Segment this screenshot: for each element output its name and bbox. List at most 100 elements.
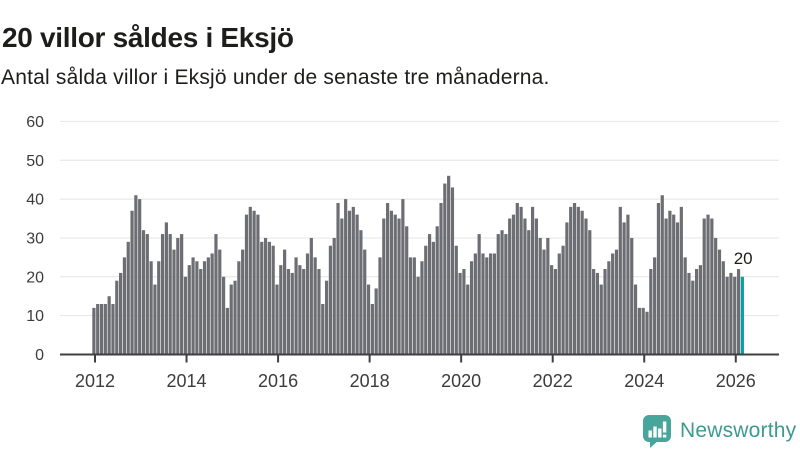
bars <box>92 175 744 355</box>
bar <box>393 214 397 355</box>
svg-text:40: 40 <box>26 192 44 209</box>
svg-text:2012: 2012 <box>75 371 115 391</box>
bar <box>283 249 287 355</box>
bar <box>130 210 134 355</box>
bar <box>534 218 538 355</box>
bar <box>492 253 497 355</box>
bar <box>214 234 218 355</box>
bar <box>260 241 264 355</box>
svg-text:60: 60 <box>26 114 44 131</box>
bar <box>664 218 668 355</box>
bar <box>504 234 508 355</box>
bar <box>431 241 435 355</box>
bar <box>668 210 672 355</box>
bar <box>653 257 657 355</box>
bar <box>599 284 603 355</box>
bar <box>523 218 527 355</box>
bar <box>267 241 271 355</box>
bar <box>527 230 531 355</box>
bar <box>630 237 634 355</box>
bar <box>103 304 107 355</box>
bar <box>622 222 626 355</box>
bar <box>263 237 268 355</box>
bar <box>584 218 588 355</box>
bar <box>225 307 230 355</box>
bar <box>687 272 691 355</box>
bar <box>351 206 355 355</box>
bar <box>286 269 291 355</box>
bar <box>149 261 153 355</box>
bar <box>679 206 683 355</box>
bar <box>290 272 294 355</box>
bar <box>694 269 699 355</box>
bar <box>588 230 592 355</box>
bar <box>572 202 577 355</box>
bar <box>649 269 653 355</box>
bar <box>241 249 245 355</box>
bar <box>710 218 714 355</box>
bar <box>633 284 638 355</box>
bar <box>180 234 184 355</box>
bar <box>191 257 195 355</box>
bar <box>324 280 329 355</box>
svg-text:2026: 2026 <box>716 371 756 391</box>
svg-text:2016: 2016 <box>258 371 298 391</box>
bar <box>160 234 165 355</box>
bar <box>427 234 432 355</box>
bar <box>603 269 607 355</box>
bar <box>511 214 516 355</box>
bar <box>473 253 477 355</box>
bar <box>321 304 325 355</box>
bar <box>530 206 535 355</box>
last-value-label: 20 <box>734 249 753 268</box>
highlighted-bar <box>740 276 744 355</box>
bar <box>702 218 706 355</box>
bar <box>92 307 96 355</box>
bar <box>500 230 504 355</box>
bar <box>302 269 306 355</box>
bar <box>542 249 546 355</box>
bar <box>202 261 207 355</box>
bar <box>107 296 111 355</box>
bar <box>408 257 413 355</box>
bar <box>248 206 252 355</box>
bar <box>401 199 405 355</box>
bar <box>508 218 512 355</box>
bar <box>447 175 451 355</box>
bar <box>717 249 722 355</box>
bar <box>656 202 661 355</box>
bar <box>210 253 214 355</box>
bar <box>176 237 180 355</box>
bar <box>168 234 172 355</box>
svg-text:2020: 2020 <box>441 371 481 391</box>
page-subtitle: Antal sålda villor i Eksjö under de sena… <box>1 66 550 89</box>
bar <box>733 276 737 355</box>
bar <box>183 276 188 355</box>
bar <box>645 311 649 355</box>
bar <box>706 214 710 355</box>
bar <box>336 202 340 355</box>
bar <box>347 210 352 355</box>
bar <box>256 214 260 355</box>
bar <box>626 214 630 355</box>
bar <box>496 234 500 355</box>
bar <box>439 202 443 355</box>
bar <box>370 304 374 355</box>
bar <box>187 265 191 355</box>
bar <box>328 245 332 355</box>
bar <box>458 272 462 355</box>
bar <box>134 195 138 355</box>
bar <box>462 269 466 355</box>
bar <box>641 307 645 355</box>
newsworthy-speech-bubble-bar-chart-icon <box>643 415 671 448</box>
bar <box>366 284 371 355</box>
y-axis-labels: 0 10 20 30 40 50 60 <box>26 114 44 364</box>
bar <box>317 269 321 355</box>
bar <box>145 234 149 355</box>
bar <box>683 257 687 355</box>
bar <box>271 245 275 355</box>
svg-text:50: 50 <box>26 153 44 170</box>
newsworthy-logo[interactable]: Newsworthy <box>640 412 798 450</box>
bar <box>595 272 600 355</box>
